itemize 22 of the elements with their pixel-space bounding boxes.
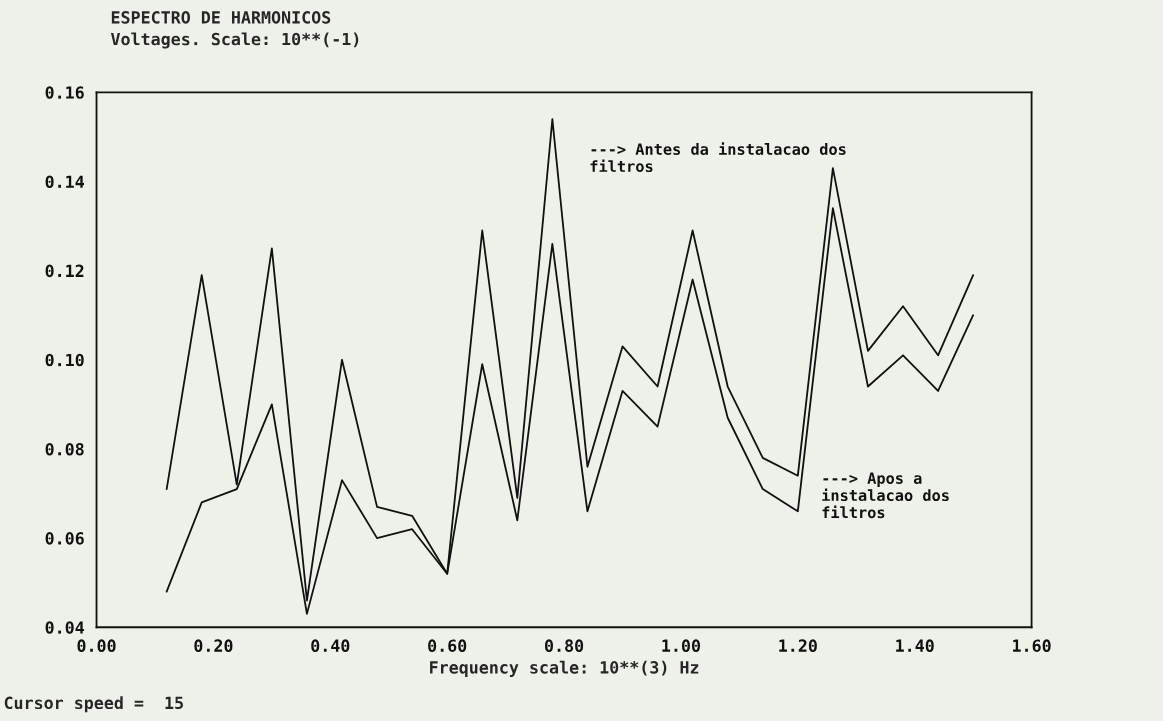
x-tick-label: 0.00 [77,639,116,652]
chart-title: ESPECTRO DE HARMONICOS [111,11,331,24]
chart-subtitle: Voltages. Scale: 10**(-1) [110,32,359,49]
y-tick-label: 0.10 [45,353,84,367]
x-tick-label: 1.60 [1013,639,1051,652]
y-tick-label: 0.12 [45,264,84,278]
x-tick-label: 1.40 [896,639,934,652]
x-axis-title: Frequency scale: 10**(3) Hz [430,660,699,677]
x-tick-label: 1.00 [662,639,701,652]
x-tick-label: 0.40 [311,639,350,652]
x-tick-label: 1.20 [779,639,817,652]
x-tick-label: 0.60 [428,639,467,652]
series-label: ---> Apos a instalacao dos filtros [822,472,949,519]
x-tick-label: 0.80 [544,639,584,652]
y-tick-label: 0.08 [45,442,84,456]
y-tick-label: 0.16 [45,86,84,99]
x-tick-label: 0.20 [194,639,233,652]
y-tick-label: 0.04 [45,621,84,634]
series-label: ---> Antes da instalacao dos filtros [590,142,846,173]
y-tick-label: 0.14 [45,175,84,189]
y-tick-label: 0.06 [45,532,84,545]
text: Cursor speed = 15 [4,696,183,713]
